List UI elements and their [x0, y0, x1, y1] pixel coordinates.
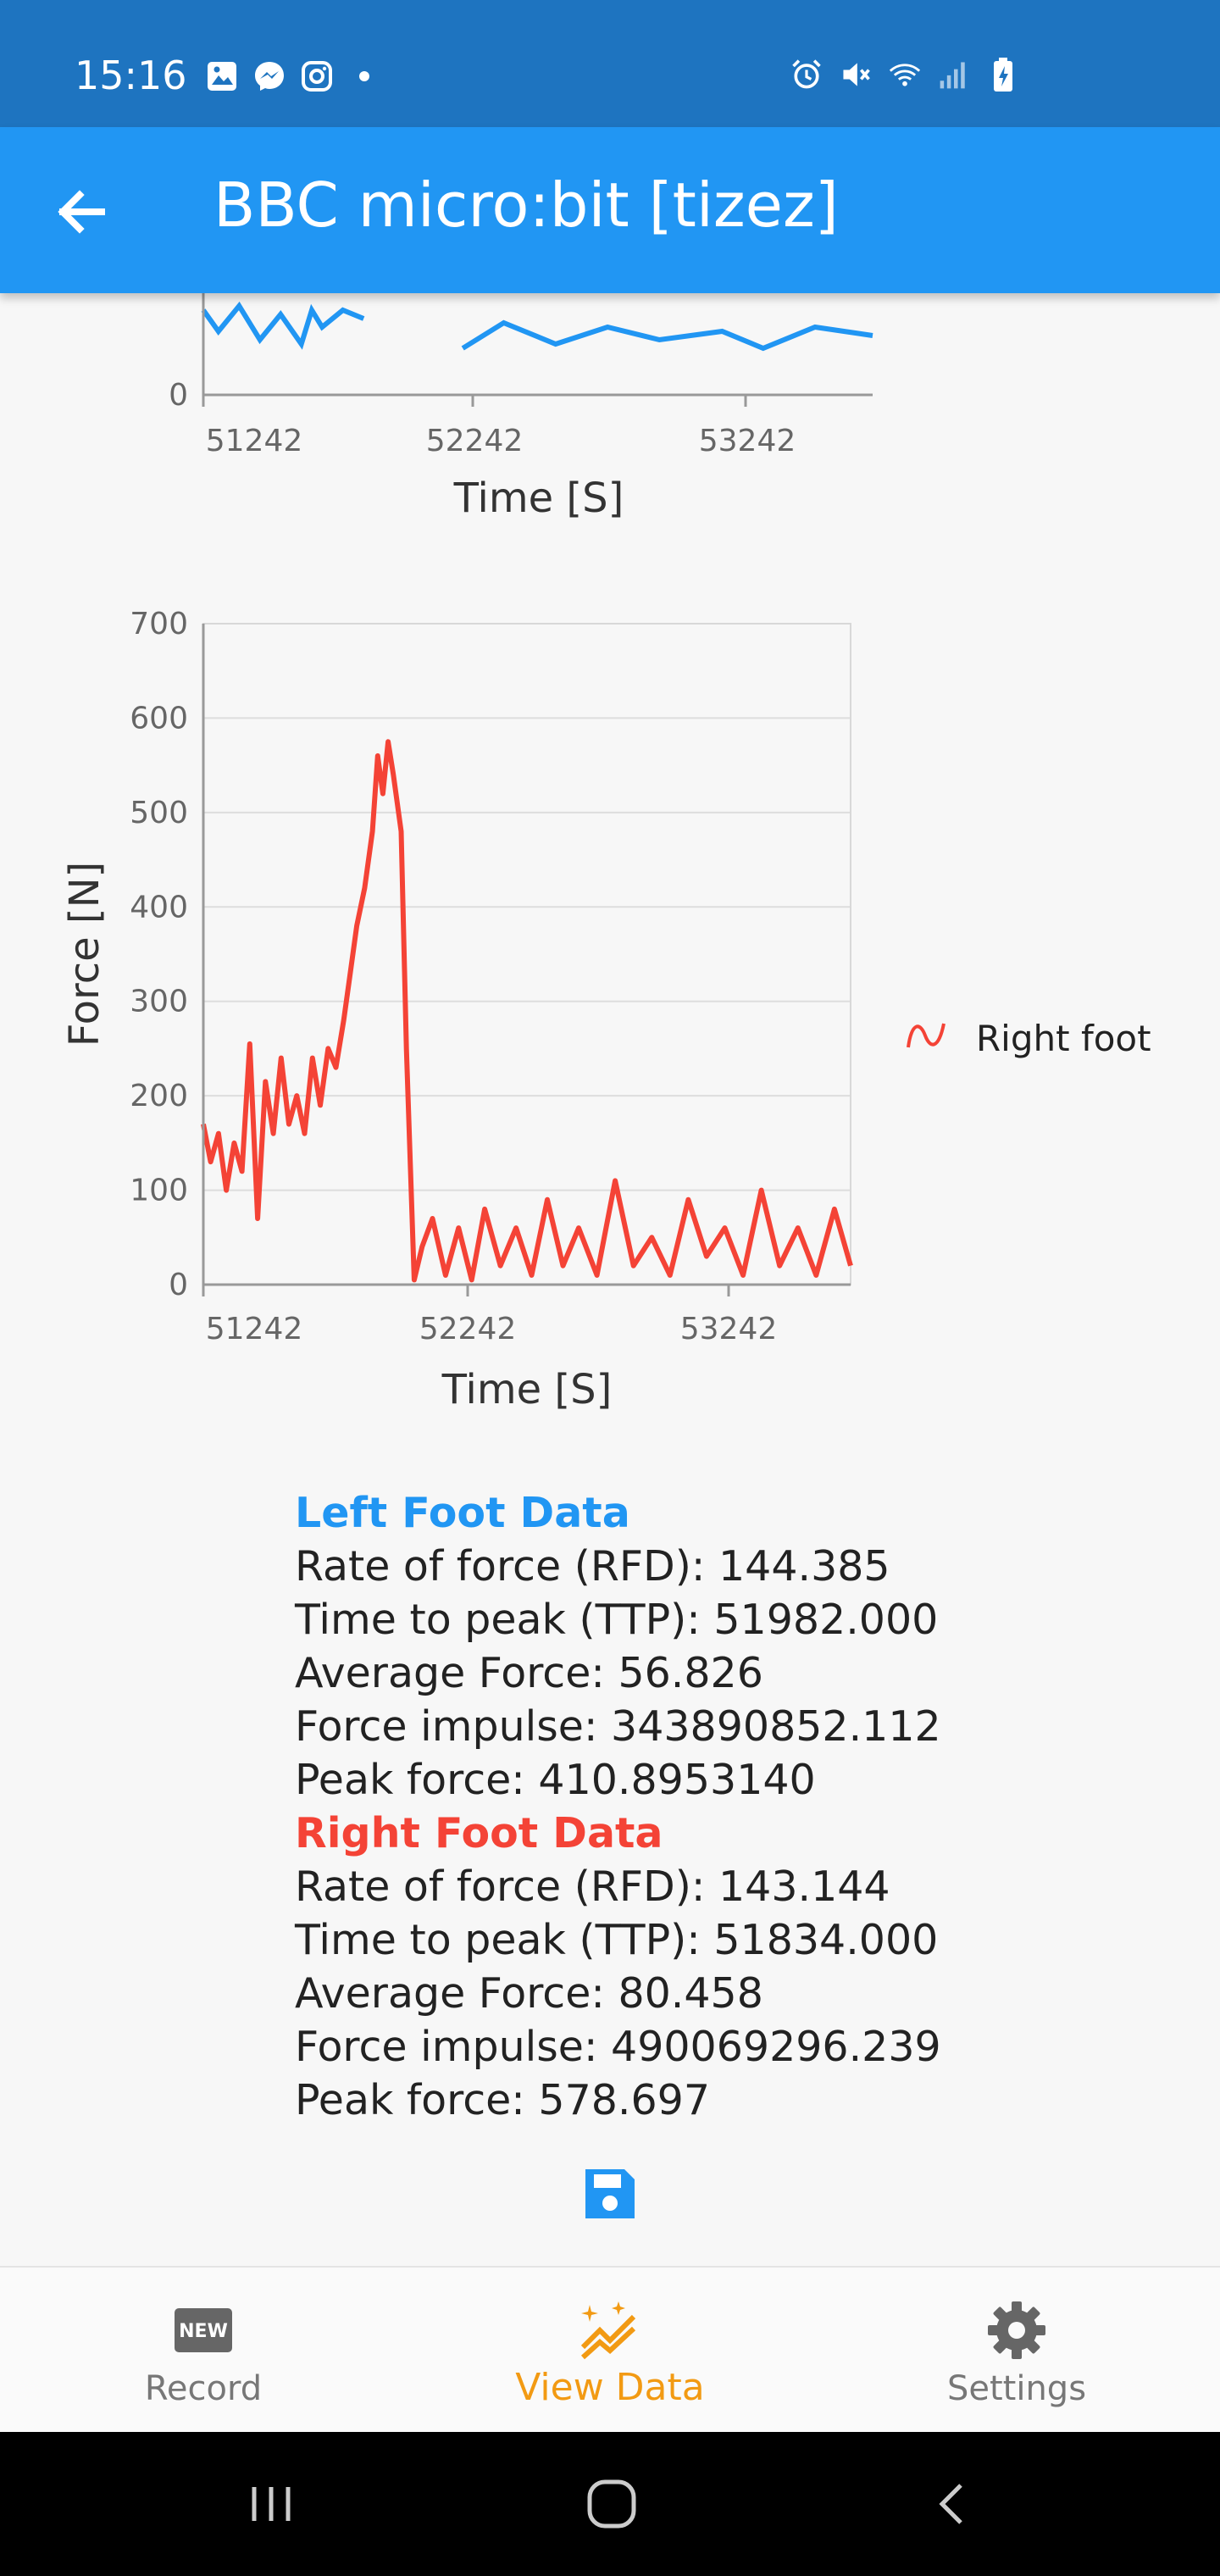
left-foot-chart: 0 51242 52242 53242 Time [S] [169, 293, 873, 522]
left-peak-force: Peak force: 410.8953140 [295, 1756, 816, 1804]
y-tick-label: 100 [130, 1174, 188, 1208]
back-button[interactable] [49, 178, 117, 246]
nav-view-data[interactable]: View Data [407, 2268, 813, 2434]
svg-text:NEW: NEW [179, 2321, 228, 2342]
x-tick-label: 51242 [206, 424, 303, 458]
status-time: 15:16 [75, 53, 187, 98]
instagram-icon [300, 59, 334, 93]
data-content[interactable]: 0 51242 52242 53242 Time [S] 0 100 200 300 4… [0, 293, 1220, 2268]
system-navigation-bar [0, 2432, 1220, 2576]
x-tick-label: 52242 [426, 424, 524, 458]
bottom-navigation: NEW Record View Data [0, 2266, 1220, 2434]
y-axis-label: Force [N] [61, 862, 108, 1046]
y-tick-label: 400 [130, 890, 188, 924]
right-ttp: Time to peak (TTP): 51834.000 [295, 1916, 939, 1964]
status-system-icons [790, 58, 1020, 92]
recent-apps-button[interactable] [237, 2470, 305, 2538]
status-bar: 15:16 [0, 0, 1220, 127]
left-impulse: Force impulse: 343890852.112 [295, 1702, 941, 1751]
legend-series-icon [907, 1023, 946, 1048]
x-axis-label: Time [S] [441, 1366, 613, 1413]
x-tick-label: 52242 [419, 1312, 517, 1346]
x-axis-label: Time [S] [453, 475, 624, 522]
signal-icon [937, 58, 971, 92]
series-line-right-foot [201, 739, 853, 1283]
system-back-button[interactable] [918, 2470, 986, 2538]
arrow-left-icon [58, 190, 105, 234]
chevron-left-icon [939, 2484, 962, 2524]
nav-record-label: Record [144, 2369, 263, 2408]
legend-label: Right foot [976, 1018, 1151, 1059]
nav-record[interactable]: NEW Record [0, 2268, 407, 2434]
x-tick-label: 51242 [206, 1312, 303, 1346]
nav-settings[interactable]: Settings [813, 2268, 1220, 2434]
right-rfd: Rate of force (RFD): 143.144 [295, 1863, 890, 1911]
left-avg-force: Average Force: 56.826 [295, 1649, 763, 1697]
y-tick-label: 300 [130, 985, 188, 1019]
app-bar: BBC micro:bit [tizez] [0, 127, 1220, 293]
messenger-icon [252, 59, 286, 93]
home-icon [587, 2479, 636, 2529]
plot-frame [202, 623, 851, 1285]
left-rfd: Rate of force (RFD): 144.385 [295, 1542, 890, 1591]
right-peak-force: Peak force: 578.697 [295, 2076, 711, 2124]
save-button[interactable] [580, 2164, 640, 2223]
y-tick-label: 700 [130, 607, 188, 641]
right-foot-chart: 0 100 200 300 400 500 600 700 51242 52242 53242… [61, 607, 1151, 1413]
stats-panel: Left Foot Data Rate of force (RFD): 144.… [295, 1486, 1057, 2127]
y-tick-label: 200 [130, 1079, 188, 1113]
right-impulse: Force impulse: 490069296.239 [295, 2023, 941, 2071]
new-icon: NEW [171, 2298, 236, 2362]
alarm-icon [790, 58, 824, 92]
battery-icon [986, 58, 1020, 92]
recent-apps-icon [252, 2487, 291, 2521]
gallery-icon [205, 59, 239, 93]
chart-legend[interactable]: Right foot [907, 1018, 1151, 1059]
right-foot-title: Right Foot Data [295, 1809, 663, 1857]
gear-icon [984, 2298, 1049, 2362]
y-tick-label: 0 [169, 1268, 188, 1302]
right-foot-plot [201, 739, 853, 1283]
nav-view-data-label: View Data [515, 2366, 705, 2409]
x-tick-label: 53242 [699, 424, 796, 458]
wifi-icon [888, 58, 922, 92]
series-line-left-foot [201, 301, 365, 350]
nav-settings-label: Settings [946, 2369, 1087, 2408]
right-avg-force: Average Force: 80.458 [295, 1969, 763, 2018]
y-tick-label: 0 [169, 378, 188, 413]
home-button[interactable] [578, 2470, 646, 2538]
y-tick-label: 600 [130, 701, 188, 736]
chart-sparkle-icon [578, 2298, 642, 2362]
series-line-left-foot [461, 319, 873, 352]
page-title: BBC micro:bit [tizez] [214, 169, 839, 241]
x-tick-label: 53242 [680, 1312, 778, 1346]
y-tick-labels: 0 100 200 300 400 500 600 700 [130, 607, 188, 1302]
save-icon [585, 2169, 635, 2218]
dot-icon [347, 59, 381, 93]
left-foot-title: Left Foot Data [295, 1489, 630, 1537]
left-foot-plot [201, 301, 873, 352]
status-notification-icons [205, 59, 381, 93]
left-ttp: Time to peak (TTP): 51982.000 [295, 1596, 939, 1644]
y-tick-label: 500 [130, 796, 188, 830]
mute-icon [839, 58, 873, 92]
